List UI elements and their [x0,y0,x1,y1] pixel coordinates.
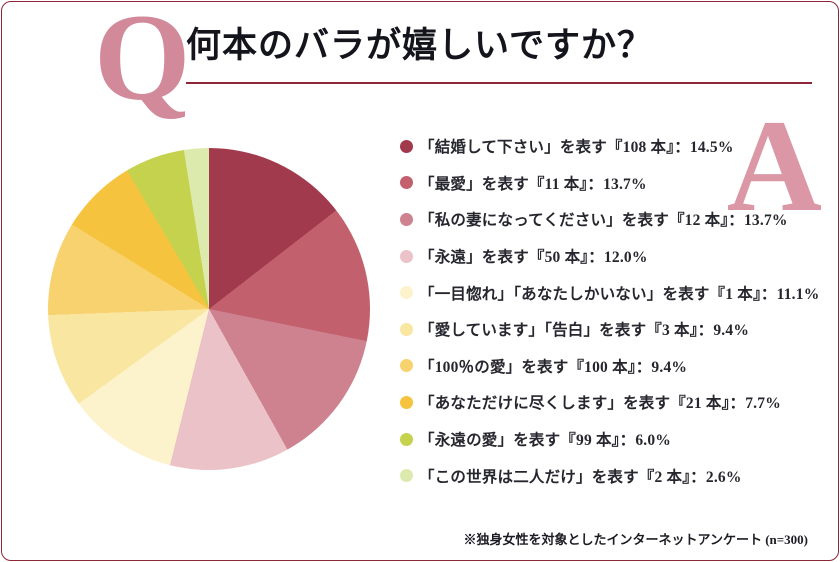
answer-letter: A [726,92,822,239]
pie-chart [48,148,370,470]
legend-color-dot-icon [400,359,413,373]
title-block: 何本のバラが嬉しいですか？ [186,2,812,84]
legend: 「結婚して下さい」を表す『108 本』：14.5% 「最愛」を表す『11 本』：… [400,128,819,494]
legend-item-label: 「100％の愛」を表す『100 本』：9.4% [419,358,688,376]
legend-item-label: 「最愛」を表す『11 本』：13.7% [419,175,647,193]
legend-color-dot-icon [400,432,413,446]
legend-item-label: 「一目惚れ」「あなたしかいない」を表す『1 本』：11.1% [419,285,820,303]
legend-color-dot-icon [400,322,413,336]
legend-color-dot-icon [400,286,413,300]
legend-item: 「永遠の愛」を表す『99 本』：6.0% [400,421,819,458]
legend-item: 「愛しています」「告白」を表す『3 本』：9.4% [400,311,819,348]
legend-color-dot-icon [400,395,413,409]
legend-item-label: 「愛しています」「告白」を表す『3 本』：9.4% [419,322,750,340]
legend-color-dot-icon [400,212,413,226]
legend-item-label: 「この世界は二人だけ」を表す『2 本』：2.6% [419,468,742,486]
legend-item: 「永遠」を表す『50 本』：12.0% [400,238,819,275]
legend-item: 「私の妻になってください」を表す『12 本』：13.7% [400,201,819,238]
legend-item: 「この世界は二人だけ」を表す『2 本』：2.6% [400,457,819,494]
legend-item: 「一目惚れ」「あなたしかいない」を表す『1 本』：11.1% [400,274,819,311]
legend-item: 「結婚して下さい」を表す『108 本』：14.5% [400,128,819,165]
legend-item: 「あなただけに尽くします」を表す『21 本』：7.7% [400,384,819,421]
legend-item-label: 「永遠」を表す『50 本』：12.0% [419,249,648,267]
legend-color-dot-icon [400,176,413,190]
legend-item-label: 「永遠の愛」を表す『99 本』：6.0% [419,432,672,450]
page-title: 何本のバラが嬉しいですか？ [186,25,653,65]
legend-item: 「100％の愛」を表す『100 本』：9.4% [400,348,819,385]
legend-item-label: 「私の妻になってください」を表す『12 本』：13.7% [419,212,788,230]
legend-color-dot-icon [400,139,413,153]
legend-color-dot-icon [400,469,413,483]
legend-item-label: 「あなただけに尽くします」を表す『21 本』：7.7% [419,395,781,413]
survey-footnote: ※独身女性を対象としたインターネットアンケート (n=300) [463,532,808,547]
question-letter: Q [94,1,191,126]
legend-color-dot-icon [400,249,413,263]
legend-item: 「最愛」を表す『11 本』：13.7% [400,165,819,202]
legend-item-label: 「結婚して下さい」を表す『108 本』：14.5% [419,139,734,157]
